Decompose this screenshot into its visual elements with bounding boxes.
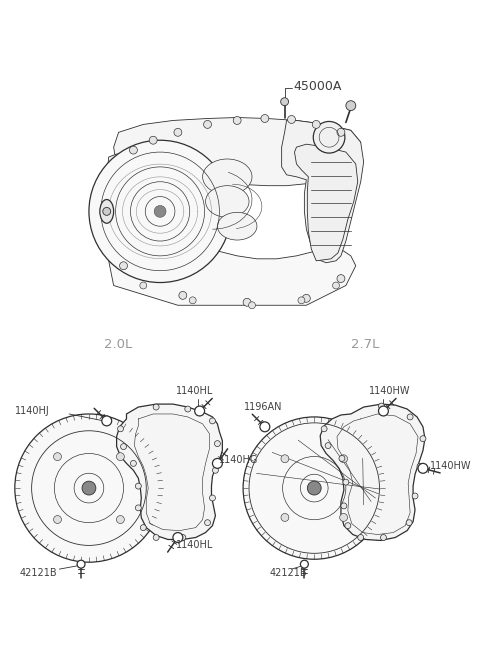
Text: 1140HW: 1140HW <box>430 461 471 472</box>
Circle shape <box>209 418 216 424</box>
Circle shape <box>412 493 418 499</box>
Circle shape <box>288 115 296 123</box>
Circle shape <box>77 560 85 568</box>
Circle shape <box>209 495 216 501</box>
Circle shape <box>307 481 321 495</box>
Text: 1196AN: 1196AN <box>244 402 283 412</box>
Text: 1140HG: 1140HG <box>219 455 259 466</box>
Polygon shape <box>117 404 222 540</box>
Circle shape <box>407 414 413 420</box>
Circle shape <box>281 98 288 105</box>
Circle shape <box>204 519 211 526</box>
Text: 1140HJ: 1140HJ <box>15 406 49 416</box>
Circle shape <box>260 422 270 432</box>
Circle shape <box>340 455 348 462</box>
Ellipse shape <box>100 200 114 223</box>
Circle shape <box>379 406 388 416</box>
Text: 1140HL: 1140HL <box>176 540 213 550</box>
Circle shape <box>345 523 351 529</box>
Circle shape <box>417 463 423 470</box>
Circle shape <box>120 443 127 449</box>
Polygon shape <box>295 144 358 261</box>
Circle shape <box>215 441 220 447</box>
Text: 1140HL: 1140HL <box>176 386 213 396</box>
Circle shape <box>406 519 412 526</box>
Ellipse shape <box>203 159 252 195</box>
Circle shape <box>343 479 349 485</box>
Circle shape <box>312 121 320 128</box>
Circle shape <box>281 455 289 462</box>
Circle shape <box>131 460 136 466</box>
Circle shape <box>120 262 128 270</box>
Circle shape <box>135 483 141 489</box>
Circle shape <box>420 436 426 441</box>
Text: 2.0L: 2.0L <box>105 338 132 351</box>
Circle shape <box>213 467 218 474</box>
Circle shape <box>261 115 269 122</box>
Text: 42121B: 42121B <box>20 568 58 578</box>
Circle shape <box>340 514 348 521</box>
Text: 1140HW: 1140HW <box>369 386 410 396</box>
Circle shape <box>54 515 61 523</box>
Circle shape <box>204 121 212 128</box>
Circle shape <box>313 121 345 153</box>
Circle shape <box>140 282 147 289</box>
Polygon shape <box>282 121 364 263</box>
Circle shape <box>300 560 308 568</box>
Circle shape <box>153 534 159 540</box>
Circle shape <box>337 274 345 282</box>
Circle shape <box>321 426 327 432</box>
Text: 42121B: 42121B <box>270 568 307 578</box>
Text: 2.7L: 2.7L <box>351 338 380 351</box>
Circle shape <box>149 136 157 144</box>
Circle shape <box>15 414 163 562</box>
Circle shape <box>249 302 255 309</box>
Circle shape <box>325 443 331 449</box>
Ellipse shape <box>217 212 257 240</box>
Circle shape <box>358 534 364 540</box>
Circle shape <box>339 455 345 461</box>
Polygon shape <box>108 246 356 305</box>
Circle shape <box>103 208 111 215</box>
Circle shape <box>89 140 231 282</box>
Circle shape <box>54 453 61 460</box>
Circle shape <box>379 403 384 409</box>
Circle shape <box>243 417 385 559</box>
Circle shape <box>135 505 141 511</box>
Circle shape <box>195 406 204 416</box>
Circle shape <box>154 206 166 217</box>
Circle shape <box>130 146 137 154</box>
Text: 45000A: 45000A <box>293 81 342 94</box>
Circle shape <box>185 406 191 412</box>
Circle shape <box>179 291 187 299</box>
Circle shape <box>118 426 123 432</box>
Circle shape <box>140 525 146 531</box>
Circle shape <box>298 297 305 304</box>
Circle shape <box>174 128 182 136</box>
Polygon shape <box>114 117 360 185</box>
Circle shape <box>173 533 183 542</box>
Circle shape <box>281 514 289 521</box>
Circle shape <box>213 458 222 468</box>
Circle shape <box>117 515 124 523</box>
Circle shape <box>381 534 386 540</box>
Polygon shape <box>107 154 144 261</box>
Polygon shape <box>320 404 425 540</box>
Circle shape <box>302 294 310 303</box>
Circle shape <box>102 416 112 426</box>
Circle shape <box>418 463 428 474</box>
Circle shape <box>346 101 356 111</box>
Circle shape <box>333 282 339 289</box>
Circle shape <box>117 453 124 460</box>
Circle shape <box>243 298 251 307</box>
Circle shape <box>337 128 345 136</box>
Circle shape <box>189 297 196 304</box>
Circle shape <box>233 117 241 124</box>
Circle shape <box>82 481 96 495</box>
Circle shape <box>180 534 186 540</box>
Circle shape <box>153 404 159 410</box>
Circle shape <box>341 503 347 509</box>
Ellipse shape <box>205 185 249 217</box>
